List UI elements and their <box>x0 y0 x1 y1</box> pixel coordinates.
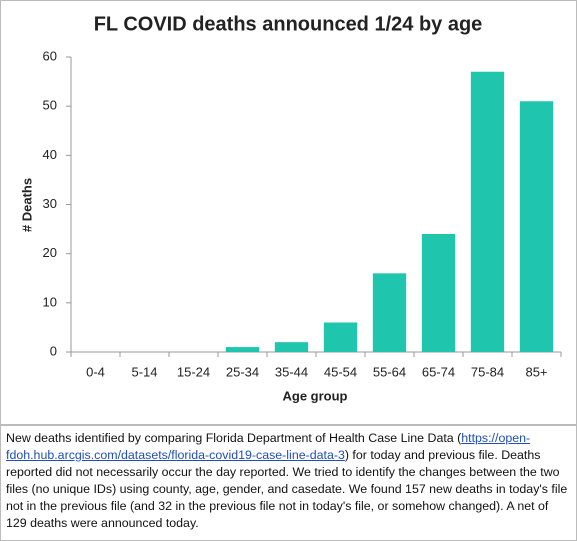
bar <box>519 101 554 352</box>
x-tick-label: 25-34 <box>226 364 259 379</box>
y-tick-label: 10 <box>43 294 57 309</box>
y-tick-label: 30 <box>43 196 57 211</box>
chart: FL COVID deaths announced 1/24 by age Ag… <box>0 0 577 425</box>
x-tick-label: 55-64 <box>373 364 406 379</box>
x-tick-label: 5-14 <box>131 364 157 379</box>
note-text: New deaths identified by comparing Flori… <box>6 431 462 445</box>
y-axis-label: # Deaths <box>19 178 34 232</box>
y-tick-label: 0 <box>50 343 57 358</box>
x-tick-label: 45-54 <box>324 364 357 379</box>
y-tick-label: 20 <box>43 245 57 260</box>
y-tick-label: 60 <box>43 48 57 63</box>
x-tick-label: 85+ <box>525 364 547 379</box>
note-link[interactable]: https://open-fdoh.hub.arcgis.com/dataset… <box>6 431 531 462</box>
x-tick-label: 35-44 <box>275 364 308 379</box>
bar <box>470 71 505 352</box>
bar <box>323 322 358 352</box>
y-tick-label: 50 <box>43 98 57 113</box>
note: New deaths identified by comparing Flori… <box>0 425 577 541</box>
bar <box>421 234 456 352</box>
bar <box>225 347 260 352</box>
x-tick-label: 15-24 <box>177 364 210 379</box>
x-tick-label: 0-4 <box>86 364 105 379</box>
y-tick-label: 40 <box>43 147 57 162</box>
x-tick-label: 65-74 <box>422 364 455 379</box>
bar <box>372 273 407 352</box>
note-text: ) for today and previous file. Deaths re… <box>6 448 568 530</box>
bar <box>274 342 309 352</box>
x-axis-label: Age group <box>283 388 348 403</box>
chart-title: FL COVID deaths announced 1/24 by age <box>94 13 483 35</box>
x-tick-label: 75-84 <box>471 364 504 379</box>
